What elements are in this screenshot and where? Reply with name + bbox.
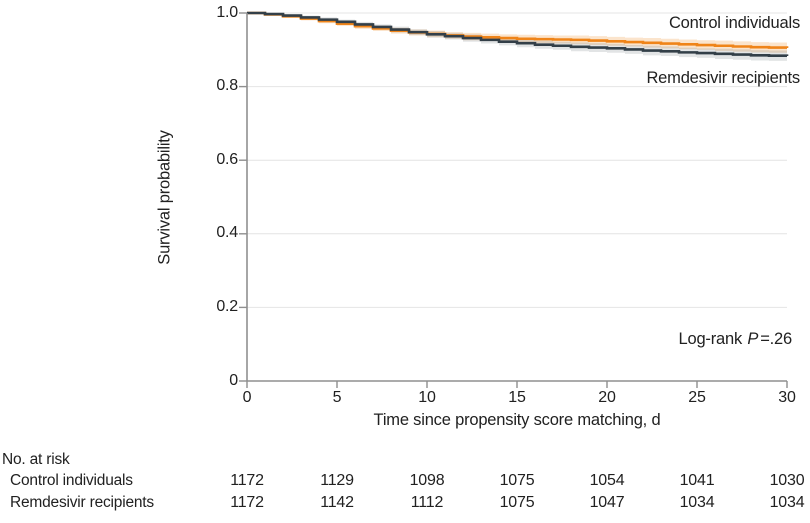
- y-tick-label: 0.4: [216, 224, 238, 241]
- y-axis-title-text: Survival probability: [155, 129, 174, 265]
- risk-count: 1034: [769, 494, 805, 511]
- x-tick-label: 15: [508, 389, 526, 406]
- risk-count: 1041: [679, 472, 715, 489]
- remdesivir-ci-band: [247, 13, 787, 62]
- risk-count: 1054: [589, 472, 625, 489]
- y-tick-label: 1.0: [216, 4, 238, 21]
- log-rank-value: =.26: [760, 330, 792, 348]
- x-axis-title: Time since propensity score matching, d: [373, 411, 661, 429]
- risk-row-label-remdesivir: Remdesivir recipients: [10, 494, 154, 511]
- remdesivir-survival-curve: [247, 11, 789, 57]
- x-tick-label: 30: [778, 389, 796, 406]
- km-plot-canvas: [239, 11, 789, 388]
- y-tick-label: 0.8: [216, 77, 238, 94]
- x-tick-label: 25: [688, 389, 706, 406]
- risk-table-title: No. at risk: [2, 451, 70, 468]
- risk-count: 1172: [230, 494, 264, 511]
- x-tick-label: 20: [598, 389, 616, 406]
- risk-count: 1129: [320, 472, 354, 489]
- log-rank-p-symbol: P: [747, 330, 759, 348]
- risk-count: 1034: [679, 494, 715, 511]
- risk-count: 1142: [320, 494, 354, 511]
- control-survival-curve: [247, 11, 789, 49]
- risk-count: 1075: [499, 472, 535, 489]
- risk-count: 1047: [589, 494, 625, 511]
- x-tick-label: 10: [418, 389, 436, 406]
- risk-count: 1030: [769, 472, 805, 489]
- x-tick-label: 5: [332, 389, 342, 406]
- y-axis-title: Survival probability: [152, 13, 178, 381]
- risk-count: 1172: [230, 472, 264, 489]
- x-tick-label: 0: [242, 389, 252, 406]
- log-rank-prefix: Log-rank: [678, 330, 747, 348]
- risk-count: 1112: [410, 494, 444, 511]
- y-tick-label: 0.2: [216, 298, 238, 315]
- legend-remdesivir-recipients: Remdesivir recipients: [646, 69, 800, 87]
- log-rank-annotation: Log-rank P =.26: [679, 330, 793, 349]
- y-tick-label: 0: [229, 372, 238, 389]
- y-tick-label: 0.6: [216, 151, 238, 168]
- risk-count: 1075: [499, 494, 535, 511]
- risk-row-label-control: Control individuals: [10, 472, 133, 489]
- risk-count: 1098: [409, 472, 445, 489]
- legend-control-individuals: Control individuals: [668, 14, 800, 32]
